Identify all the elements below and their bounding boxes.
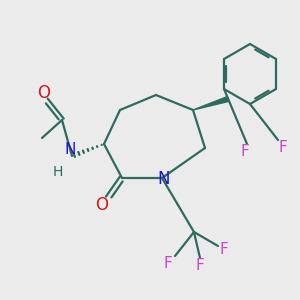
Text: F: F [196,259,204,274]
Text: O: O [38,84,50,102]
Text: F: F [279,140,287,154]
Text: F: F [164,256,172,272]
Text: N: N [158,170,170,188]
Text: O: O [95,196,109,214]
Text: H: H [53,165,63,179]
Text: N: N [64,142,76,158]
Text: F: F [241,145,249,160]
Text: F: F [220,242,228,257]
Polygon shape [193,97,229,110]
